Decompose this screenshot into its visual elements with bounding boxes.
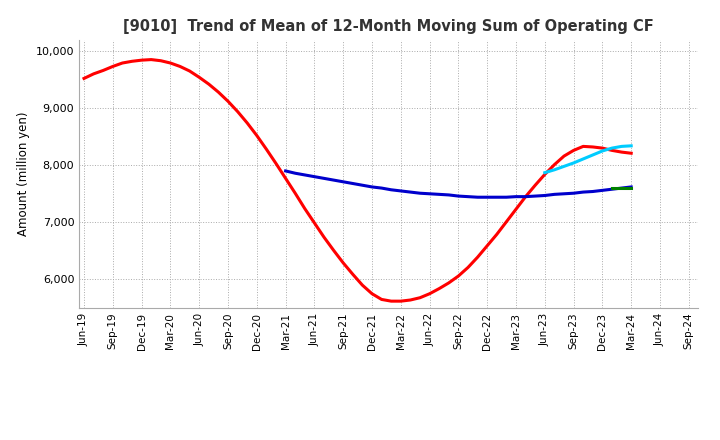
5 Years bbox=[435, 192, 444, 197]
5 Years bbox=[502, 194, 510, 200]
5 Years bbox=[627, 184, 636, 190]
5 Years bbox=[512, 194, 521, 199]
Title: [9010]  Trend of Mean of 12-Month Moving Sum of Operating CF: [9010] Trend of Mean of 12-Month Moving … bbox=[123, 19, 654, 34]
5 Years bbox=[358, 183, 366, 188]
10 Years bbox=[617, 185, 626, 191]
5 Years bbox=[415, 191, 424, 196]
3 Years bbox=[559, 154, 568, 159]
5 Years bbox=[348, 181, 357, 186]
3 Years bbox=[214, 89, 222, 95]
5 Years bbox=[492, 194, 501, 200]
5 Years bbox=[483, 194, 492, 200]
Line: 5 Years: 5 Years bbox=[286, 171, 631, 197]
5 Years bbox=[541, 193, 549, 198]
Y-axis label: Amount (million yen): Amount (million yen) bbox=[17, 112, 30, 236]
3 Years bbox=[147, 57, 156, 62]
Line: 3 Years: 3 Years bbox=[84, 59, 631, 301]
7 Years bbox=[570, 160, 578, 165]
10 Years bbox=[608, 185, 616, 191]
3 Years bbox=[502, 219, 510, 224]
5 Years bbox=[310, 174, 319, 179]
5 Years bbox=[406, 190, 415, 195]
5 Years bbox=[570, 191, 578, 196]
5 Years bbox=[473, 194, 482, 200]
3 Years bbox=[387, 298, 395, 304]
5 Years bbox=[444, 192, 453, 198]
7 Years bbox=[541, 170, 549, 175]
10 Years bbox=[627, 185, 636, 191]
7 Years bbox=[598, 148, 607, 154]
3 Years bbox=[627, 150, 636, 156]
5 Years bbox=[608, 187, 616, 192]
5 Years bbox=[282, 169, 290, 174]
7 Years bbox=[588, 152, 597, 158]
7 Years bbox=[579, 156, 588, 161]
3 Years bbox=[224, 99, 233, 104]
5 Years bbox=[588, 189, 597, 194]
7 Years bbox=[550, 167, 559, 172]
3 Years bbox=[608, 148, 616, 153]
5 Years bbox=[559, 191, 568, 196]
5 Years bbox=[377, 185, 386, 191]
5 Years bbox=[339, 179, 348, 184]
5 Years bbox=[521, 194, 530, 199]
5 Years bbox=[617, 185, 626, 191]
7 Years bbox=[617, 144, 626, 149]
5 Years bbox=[300, 172, 309, 178]
3 Years bbox=[80, 76, 89, 81]
5 Years bbox=[531, 194, 539, 199]
5 Years bbox=[387, 187, 395, 192]
7 Years bbox=[608, 146, 616, 151]
5 Years bbox=[464, 194, 472, 199]
5 Years bbox=[291, 171, 300, 176]
5 Years bbox=[368, 184, 377, 190]
5 Years bbox=[454, 194, 463, 199]
7 Years bbox=[559, 164, 568, 169]
5 Years bbox=[397, 188, 405, 194]
7 Years bbox=[627, 143, 636, 148]
5 Years bbox=[579, 190, 588, 195]
3 Years bbox=[464, 265, 472, 270]
Line: 7 Years: 7 Years bbox=[545, 146, 631, 172]
5 Years bbox=[426, 191, 434, 196]
5 Years bbox=[550, 192, 559, 197]
5 Years bbox=[320, 176, 328, 181]
5 Years bbox=[598, 188, 607, 193]
5 Years bbox=[329, 177, 338, 183]
